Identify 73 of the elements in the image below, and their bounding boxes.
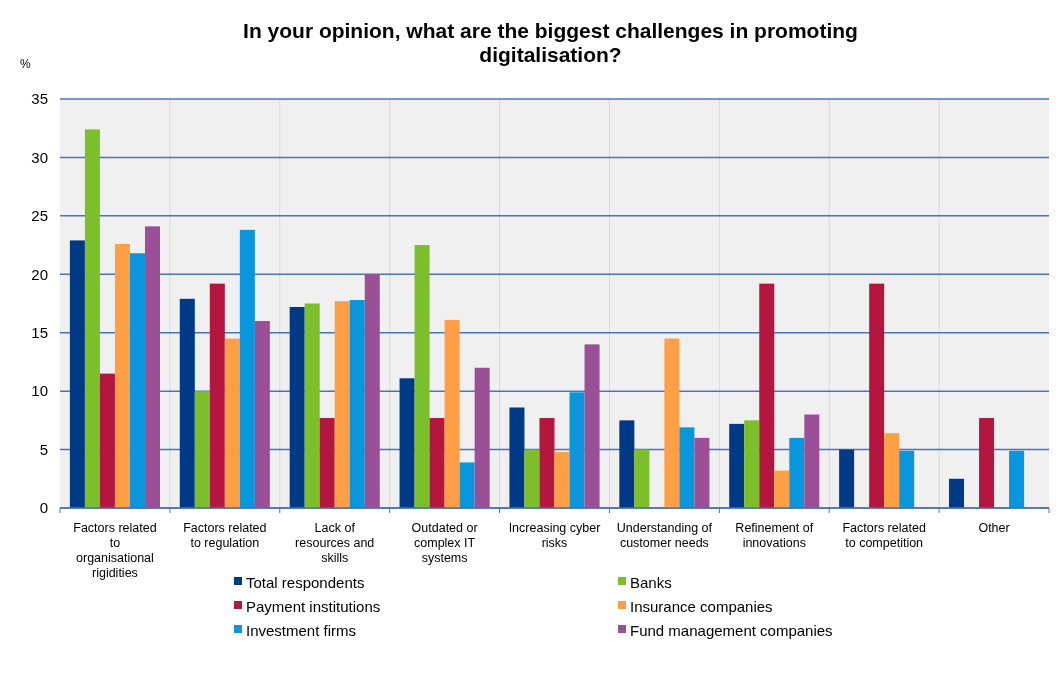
bar (209, 283, 225, 508)
bar (179, 298, 195, 508)
bar (194, 391, 210, 508)
bar (444, 319, 460, 508)
y-tick-label: 30 (31, 148, 48, 166)
bar (774, 470, 790, 508)
bar (524, 449, 540, 508)
bar (254, 321, 270, 508)
bar (664, 338, 680, 508)
x-tick-label: Outdated or complex IT systems (411, 521, 478, 565)
bar (129, 253, 145, 508)
bar (584, 344, 600, 508)
legend-label: Fund management companies (630, 622, 833, 640)
bar (634, 449, 650, 508)
bar (679, 427, 695, 508)
bar (319, 418, 335, 508)
bar (569, 392, 585, 508)
x-tick-label: Lack of resources and skills (295, 521, 375, 565)
x-tick-label: Refinement of innovations (735, 521, 814, 550)
bar (869, 283, 885, 508)
x-tick-label: Understanding of customer needs (616, 521, 713, 550)
legend-label: Payment institutions (246, 598, 381, 616)
bar (99, 373, 115, 508)
bar (224, 338, 240, 508)
bar (239, 229, 255, 508)
bar (289, 307, 305, 508)
legend-label: Investment firms (246, 622, 357, 640)
y-tick-label: 15 (31, 323, 48, 341)
bar (884, 433, 900, 508)
bar (899, 450, 915, 508)
bar (304, 303, 320, 508)
legend-label: Banks (630, 574, 672, 592)
bar (949, 478, 965, 508)
y-tick-label: 25 (31, 207, 48, 225)
legend-label: Total respondents (246, 574, 365, 592)
bar (619, 420, 635, 508)
x-tick-label: Factors related to competition (842, 521, 926, 550)
y-tick-label: 5 (39, 440, 48, 458)
bar (429, 418, 445, 508)
bar (349, 299, 365, 508)
chart-title: In your opinion, what are the biggest challenges in promoting digitalisation? (243, 19, 858, 66)
bar (399, 378, 415, 508)
bar (979, 418, 995, 508)
y-tick-label: 10 (31, 382, 48, 400)
legend-label: Insurance companies (630, 598, 773, 616)
bar (334, 301, 350, 508)
bar (694, 437, 710, 508)
x-tick-label: Factors related to organisational rigidities (73, 521, 157, 580)
bar (414, 245, 430, 508)
bar (459, 462, 475, 508)
bar (744, 420, 760, 508)
y-tick-label: 20 (31, 265, 48, 283)
bar (554, 451, 570, 508)
bar (539, 418, 555, 508)
y-axis-title: % (20, 57, 31, 71)
bar (804, 414, 820, 508)
x-tick-label: Factors related to regulation (183, 521, 267, 550)
bar (759, 283, 775, 508)
y-tick-label: 0 (39, 499, 48, 517)
x-tick-label: Other (978, 521, 1010, 535)
bar (474, 367, 490, 508)
bar (364, 274, 380, 508)
bar (1009, 450, 1025, 508)
bar (839, 449, 855, 508)
x-tick-label: Increasing cyber risks (508, 521, 601, 550)
bar (114, 243, 130, 508)
bar (729, 423, 745, 508)
bar (69, 240, 85, 508)
bar (509, 407, 525, 508)
bar (144, 226, 160, 508)
bar (84, 129, 100, 508)
bar (789, 437, 805, 508)
y-tick-label: 35 (31, 90, 48, 108)
